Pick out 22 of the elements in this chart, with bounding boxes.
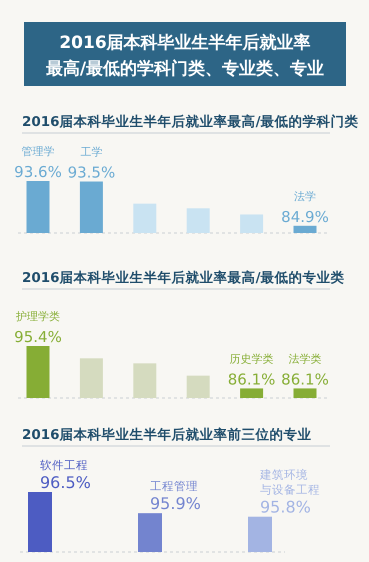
data-label: 95.9% bbox=[150, 494, 201, 514]
text: 2016届本科毕业生半年后就业率最高/最低的学科门类、专业类、专业 bbox=[44, 33, 324, 79]
x-tick-label: 软件工程 bbox=[40, 458, 88, 472]
x-tick-label: 建筑环境与设备工程 bbox=[259, 468, 320, 497]
data-label: 86.1% bbox=[281, 370, 329, 388]
data-label: 95.4% bbox=[14, 328, 62, 346]
x-tick-label: 工程管理 bbox=[150, 479, 198, 494]
chart-title: 2016届本科毕业生半年后就业率最高/最低的专业类 bbox=[22, 269, 345, 286]
x-tick-label: 法学 bbox=[294, 190, 316, 203]
data-label: 96.5% bbox=[40, 473, 91, 492]
chart-title: 2016届本科毕业生半年后就业率前三位的专业 bbox=[22, 426, 312, 443]
data-label: 93.5% bbox=[68, 164, 116, 182]
x-tick-label: 历史学类 bbox=[230, 352, 274, 366]
data-label: 95.8% bbox=[260, 498, 311, 517]
data-label: 84.9% bbox=[281, 208, 329, 226]
x-tick-label: 护理学类 bbox=[15, 310, 60, 323]
x-tick-label: 工学 bbox=[80, 146, 102, 159]
x-tick-label: 管理学 bbox=[22, 145, 54, 158]
chart-title: 2016届本科毕业生半年后就业率最高/最低的学科门类 bbox=[22, 113, 359, 130]
data-label: 93.6% bbox=[14, 163, 62, 181]
x-tick-label: 法学类 bbox=[288, 352, 322, 366]
data-label: 86.1% bbox=[228, 370, 276, 388]
